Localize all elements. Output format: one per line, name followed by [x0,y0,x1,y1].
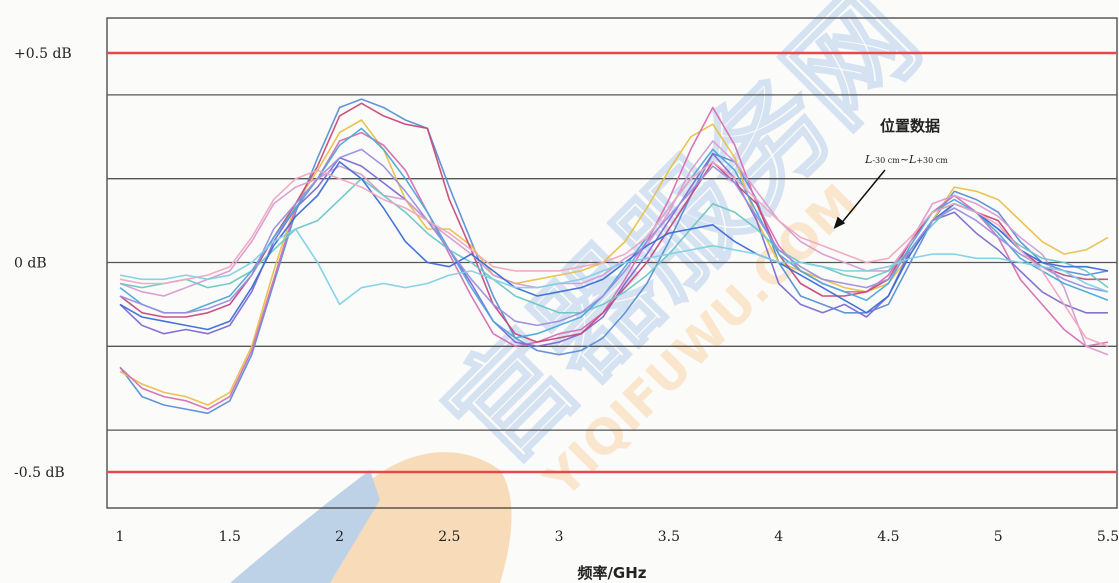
watermark-brand-cn: 官器服务网 [422,0,945,491]
x-tick-label-9: 5.5 [1097,529,1119,545]
x-tick-label-7: 4.5 [877,529,899,545]
series-line-11 [119,228,1109,306]
x-axis-title: 频率/GHz [577,564,646,582]
y-tick-label-1: 0 dB [14,256,47,272]
x-tick-label-6: 4 [774,529,783,545]
series-line-7 [119,127,1109,339]
y-tick-label-0: +0.5 dB [14,46,72,62]
x-tick-label-5: 3.5 [658,529,680,545]
series-line-9 [119,148,1109,327]
annotation-subtitle: L-30 cm~L+30 cm [864,153,948,166]
x-tick-label-3: 2.5 [438,529,460,545]
watermark-swoosh-blue [230,470,380,583]
series-line-10 [119,161,1109,348]
annotation-arrowhead [833,216,846,229]
annotation: 位置数据 L-30 cm~L+30 cm [833,117,948,229]
watermark-swoosh-orange [310,452,512,583]
x-tick-label-2: 2 [335,529,344,545]
series-group [119,98,1109,415]
x-tick-label-4: 3 [555,529,564,545]
x-tick-label-0: 1 [116,529,125,545]
x-tick-labels: 1 1.5 2 2.5 3 3.5 4 4.5 5 5.5 [116,529,1119,545]
watermark: 官器服务网 YIQIFUWU.COM [230,0,946,583]
annotation-arrow [840,169,886,224]
x-tick-label-1: 1.5 [219,529,241,545]
annotation-title: 位置数据 [880,117,940,135]
y-tick-labels: +0.5 dB 0 dB -0.5 dB [14,46,72,481]
y-tick-label-2: -0.5 dB [14,465,65,481]
reference-lines [107,51,1117,474]
series-line-2 [119,106,1109,410]
x-tick-label-8: 5 [994,529,1003,545]
series-line-8 [119,161,1109,331]
